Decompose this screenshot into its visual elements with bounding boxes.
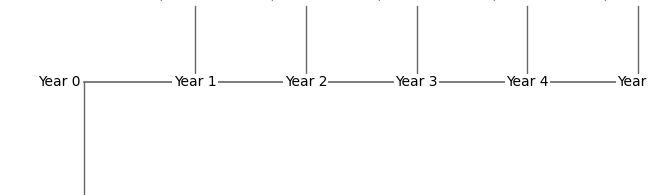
Text: Year 5: Year 5 [617, 75, 648, 89]
Text: Year 4: Year 4 [506, 75, 549, 89]
Text: Year 1: Year 1 [174, 75, 216, 89]
Text: Year 0: Year 0 [38, 75, 81, 89]
Text: $5,980,000: $5,980,000 [601, 0, 648, 2]
Text: $3,956,000: $3,956,000 [157, 0, 233, 2]
Text: Year 3: Year 3 [395, 75, 438, 89]
Text: $8,416,000: $8,416,000 [268, 0, 343, 2]
Text: Year 2: Year 2 [284, 75, 327, 89]
Text: $10,900,000: $10,900,000 [375, 0, 459, 2]
Text: $8,548,000: $8,548,000 [490, 0, 565, 2]
